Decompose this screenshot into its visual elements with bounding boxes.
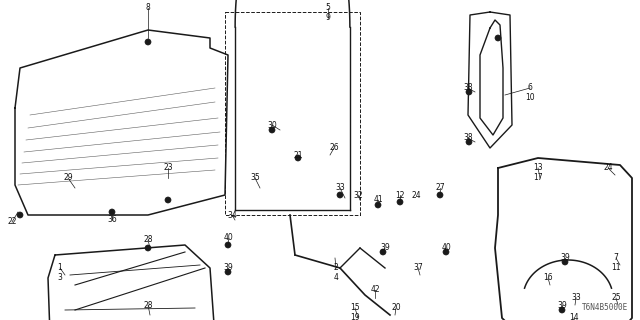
Text: 40: 40 xyxy=(223,234,233,243)
Circle shape xyxy=(225,242,231,248)
Circle shape xyxy=(295,155,301,161)
Text: 23: 23 xyxy=(163,164,173,172)
Text: 14: 14 xyxy=(569,314,579,320)
Circle shape xyxy=(443,249,449,255)
Circle shape xyxy=(269,127,275,133)
Circle shape xyxy=(466,139,472,145)
Text: 28: 28 xyxy=(143,300,153,309)
Text: 9: 9 xyxy=(326,13,330,22)
Text: 21: 21 xyxy=(293,150,303,159)
Text: 2: 2 xyxy=(333,263,339,273)
Circle shape xyxy=(17,212,23,218)
Text: 6: 6 xyxy=(527,84,532,92)
Text: 35: 35 xyxy=(250,173,260,182)
Text: 22: 22 xyxy=(7,218,17,227)
Circle shape xyxy=(437,192,443,198)
Circle shape xyxy=(109,209,115,215)
Text: 33: 33 xyxy=(335,183,345,193)
Text: 38: 38 xyxy=(463,84,473,92)
Text: 17: 17 xyxy=(533,173,543,182)
Text: 20: 20 xyxy=(391,303,401,313)
Text: 40: 40 xyxy=(441,244,451,252)
Text: 39: 39 xyxy=(223,263,233,273)
Text: 19: 19 xyxy=(350,314,360,320)
Text: 1: 1 xyxy=(58,263,62,273)
Circle shape xyxy=(562,259,568,265)
Text: 12: 12 xyxy=(396,190,404,199)
Circle shape xyxy=(397,199,403,205)
Text: 39: 39 xyxy=(557,300,567,309)
Text: 15: 15 xyxy=(350,303,360,313)
Text: 41: 41 xyxy=(373,196,383,204)
Circle shape xyxy=(145,39,151,45)
Text: 38: 38 xyxy=(463,133,473,142)
Text: 27: 27 xyxy=(435,183,445,193)
Text: 34: 34 xyxy=(227,211,237,220)
Text: 11: 11 xyxy=(611,263,621,273)
Text: 32: 32 xyxy=(353,190,363,199)
Text: 28: 28 xyxy=(143,236,153,244)
Circle shape xyxy=(337,192,343,198)
Text: 5: 5 xyxy=(326,4,330,12)
Text: 37: 37 xyxy=(413,263,423,273)
Text: 24: 24 xyxy=(411,190,421,199)
Text: 36: 36 xyxy=(107,215,117,225)
Text: 7: 7 xyxy=(614,253,618,262)
Text: 30: 30 xyxy=(267,121,277,130)
Text: 29: 29 xyxy=(63,173,73,182)
Circle shape xyxy=(495,35,501,41)
Circle shape xyxy=(145,245,151,251)
Circle shape xyxy=(225,269,231,275)
Text: 39: 39 xyxy=(380,244,390,252)
Text: 13: 13 xyxy=(533,164,543,172)
Text: 3: 3 xyxy=(58,274,63,283)
Text: 33: 33 xyxy=(571,293,581,302)
Circle shape xyxy=(466,89,472,95)
Text: 16: 16 xyxy=(543,274,553,283)
Circle shape xyxy=(165,197,171,203)
Text: 4: 4 xyxy=(333,274,339,283)
Text: 8: 8 xyxy=(146,4,150,12)
Text: 25: 25 xyxy=(611,293,621,302)
Text: 26: 26 xyxy=(329,143,339,153)
Circle shape xyxy=(559,307,565,313)
Circle shape xyxy=(375,202,381,208)
Circle shape xyxy=(380,249,386,255)
Text: 39: 39 xyxy=(560,253,570,262)
Text: 42: 42 xyxy=(370,285,380,294)
Text: 24: 24 xyxy=(603,164,613,172)
Text: 10: 10 xyxy=(525,93,535,102)
Text: T6N4B5000E: T6N4B5000E xyxy=(582,303,628,312)
